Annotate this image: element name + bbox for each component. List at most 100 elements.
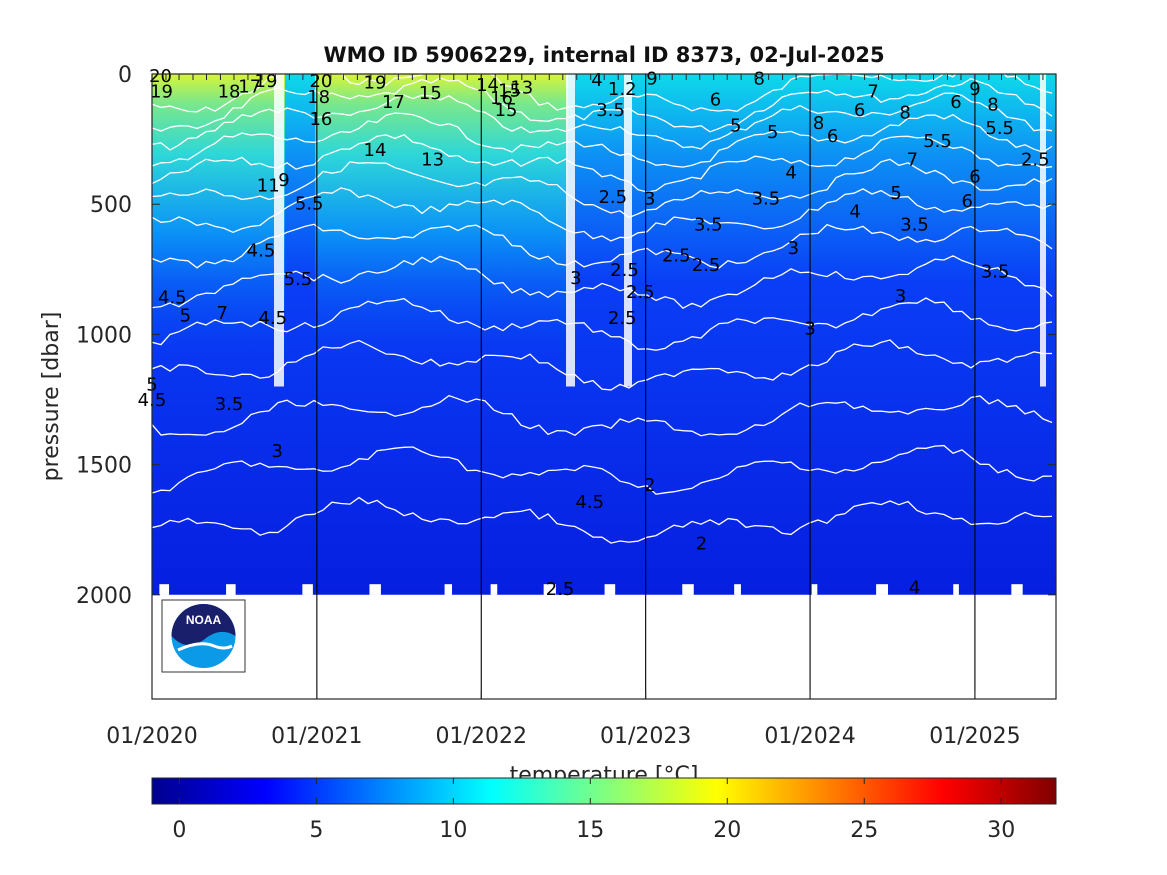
contour-label: 4 [849, 201, 860, 222]
bottom-gap [369, 584, 381, 595]
contour-label: 3.5 [596, 100, 625, 121]
contour-label: 15 [495, 100, 518, 121]
contour-label: 5 [180, 306, 191, 327]
y-tick-label: 1000 [76, 323, 132, 348]
contour-label: 3 [804, 319, 815, 340]
contour-label: 8 [753, 69, 764, 90]
y-tick-label: 0 [118, 63, 132, 88]
warm-band [315, 74, 480, 361]
bottom-gap [811, 584, 818, 595]
colorbar-tick-label: 25 [850, 818, 878, 843]
colorbar-tick-label: 15 [576, 818, 604, 843]
contour-line [152, 394, 1053, 437]
contour-label: 3 [644, 188, 655, 209]
contour-label: 14 [476, 75, 499, 96]
contour-line [152, 134, 1053, 193]
contour-label: 5 [767, 122, 778, 143]
colorbar-tick-label: 20 [713, 818, 741, 843]
contour-label: 3.5 [694, 214, 723, 235]
contour-label: 11 [257, 175, 280, 196]
contour-label: 1.2 [608, 79, 637, 100]
contour-line [152, 297, 1053, 351]
y-tick-label: 1500 [76, 454, 132, 479]
contour-label: 5.5 [923, 131, 952, 152]
x-axis: 01/2020 01/2021 01/2022 01/2023 01/2024 01/20… [106, 74, 1044, 749]
contour-label: 14 [364, 140, 387, 161]
contour-label: 20 [309, 71, 332, 92]
contour-label: 3.5 [752, 188, 781, 209]
contour-label: 5.5 [284, 269, 313, 290]
contour-label: 6 [710, 89, 721, 110]
contour-label: 16 [309, 109, 332, 130]
contour-label: 16 [490, 88, 513, 109]
contour-label: 5.5 [985, 118, 1014, 139]
contour-label: 6 [950, 92, 961, 113]
contour-label: 13 [421, 149, 444, 170]
contour-label: 15 [498, 80, 521, 101]
contour-label: 19 [150, 82, 173, 103]
contour-label: 9 [278, 170, 289, 191]
contour-line [152, 223, 1053, 269]
contour-label: 3.5 [215, 394, 244, 415]
contour-label: 3.5 [900, 214, 929, 235]
contour-label: 2.5 [692, 255, 721, 276]
contour-line [152, 444, 1053, 495]
data-gap [1040, 74, 1046, 387]
x-tick-label: 01/2022 [436, 724, 527, 749]
contour-label: 4 [785, 162, 796, 183]
warm-band [480, 74, 568, 361]
contour-line [152, 187, 1053, 242]
contour-label: 4 [591, 70, 602, 91]
contour-label: 20 [149, 66, 172, 87]
contour-label: 2.5 [608, 308, 637, 329]
contour-label: 4.5 [247, 240, 276, 261]
contour-label: 8 [899, 102, 910, 123]
contour-label: 5 [730, 115, 741, 136]
data-gap [274, 74, 284, 387]
contour-line [152, 92, 1053, 151]
contour-label: 3 [788, 238, 799, 259]
field-base [152, 74, 1056, 595]
contour-label: 9 [969, 79, 980, 100]
y-axis-label: pressure [dbar] [39, 312, 64, 482]
y-axis: 0 500 1000 1500 2000 [76, 63, 1056, 609]
bottom-gap [302, 584, 313, 595]
contour-label: 5.5 [295, 194, 324, 215]
contour-label: 3 [570, 268, 581, 289]
colorbar-ticks: 0 5 10 15 20 25 30 [172, 778, 1015, 843]
contour-label: 8 [987, 95, 998, 116]
x-tick-label: 01/2020 [106, 724, 197, 749]
contour-label: 2.5 [610, 260, 639, 281]
contour-label: 7 [907, 149, 918, 170]
contour-line [152, 77, 1053, 133]
bottom-gap [604, 584, 616, 595]
x-tick-label: 01/2024 [764, 724, 855, 749]
contour-label: 2 [696, 533, 707, 554]
contour-label: 9 [646, 69, 657, 90]
contour-label: 4.5 [158, 287, 187, 308]
contour-label: 8 [813, 113, 824, 134]
bottom-gap [876, 584, 889, 595]
bottom-gap [444, 584, 453, 595]
warm-band [152, 74, 285, 361]
contour-line [152, 158, 1053, 219]
data-gap [624, 74, 632, 387]
contour-label: 2.5 [662, 246, 691, 267]
contour-label: 2.5 [1021, 149, 1050, 170]
contour-label: 17 [238, 76, 261, 97]
contour-label: 17 [382, 92, 405, 113]
contour-label: 3 [895, 286, 906, 307]
y-tick-label: 500 [90, 193, 132, 218]
noaa-logo-text: NOAA [186, 613, 222, 627]
contour-label: 2.5 [598, 187, 627, 208]
x-tick-label: 01/2021 [271, 724, 362, 749]
temperature-field [152, 74, 1056, 595]
noaa-logo: NOAA [161, 599, 246, 673]
contour-label: 7 [867, 82, 878, 103]
contour-line [152, 112, 1053, 168]
colorbar-tick-label: 5 [309, 818, 323, 843]
contour-label: 6 [962, 191, 973, 212]
colorbar [151, 777, 1057, 805]
data-gap [566, 74, 575, 387]
